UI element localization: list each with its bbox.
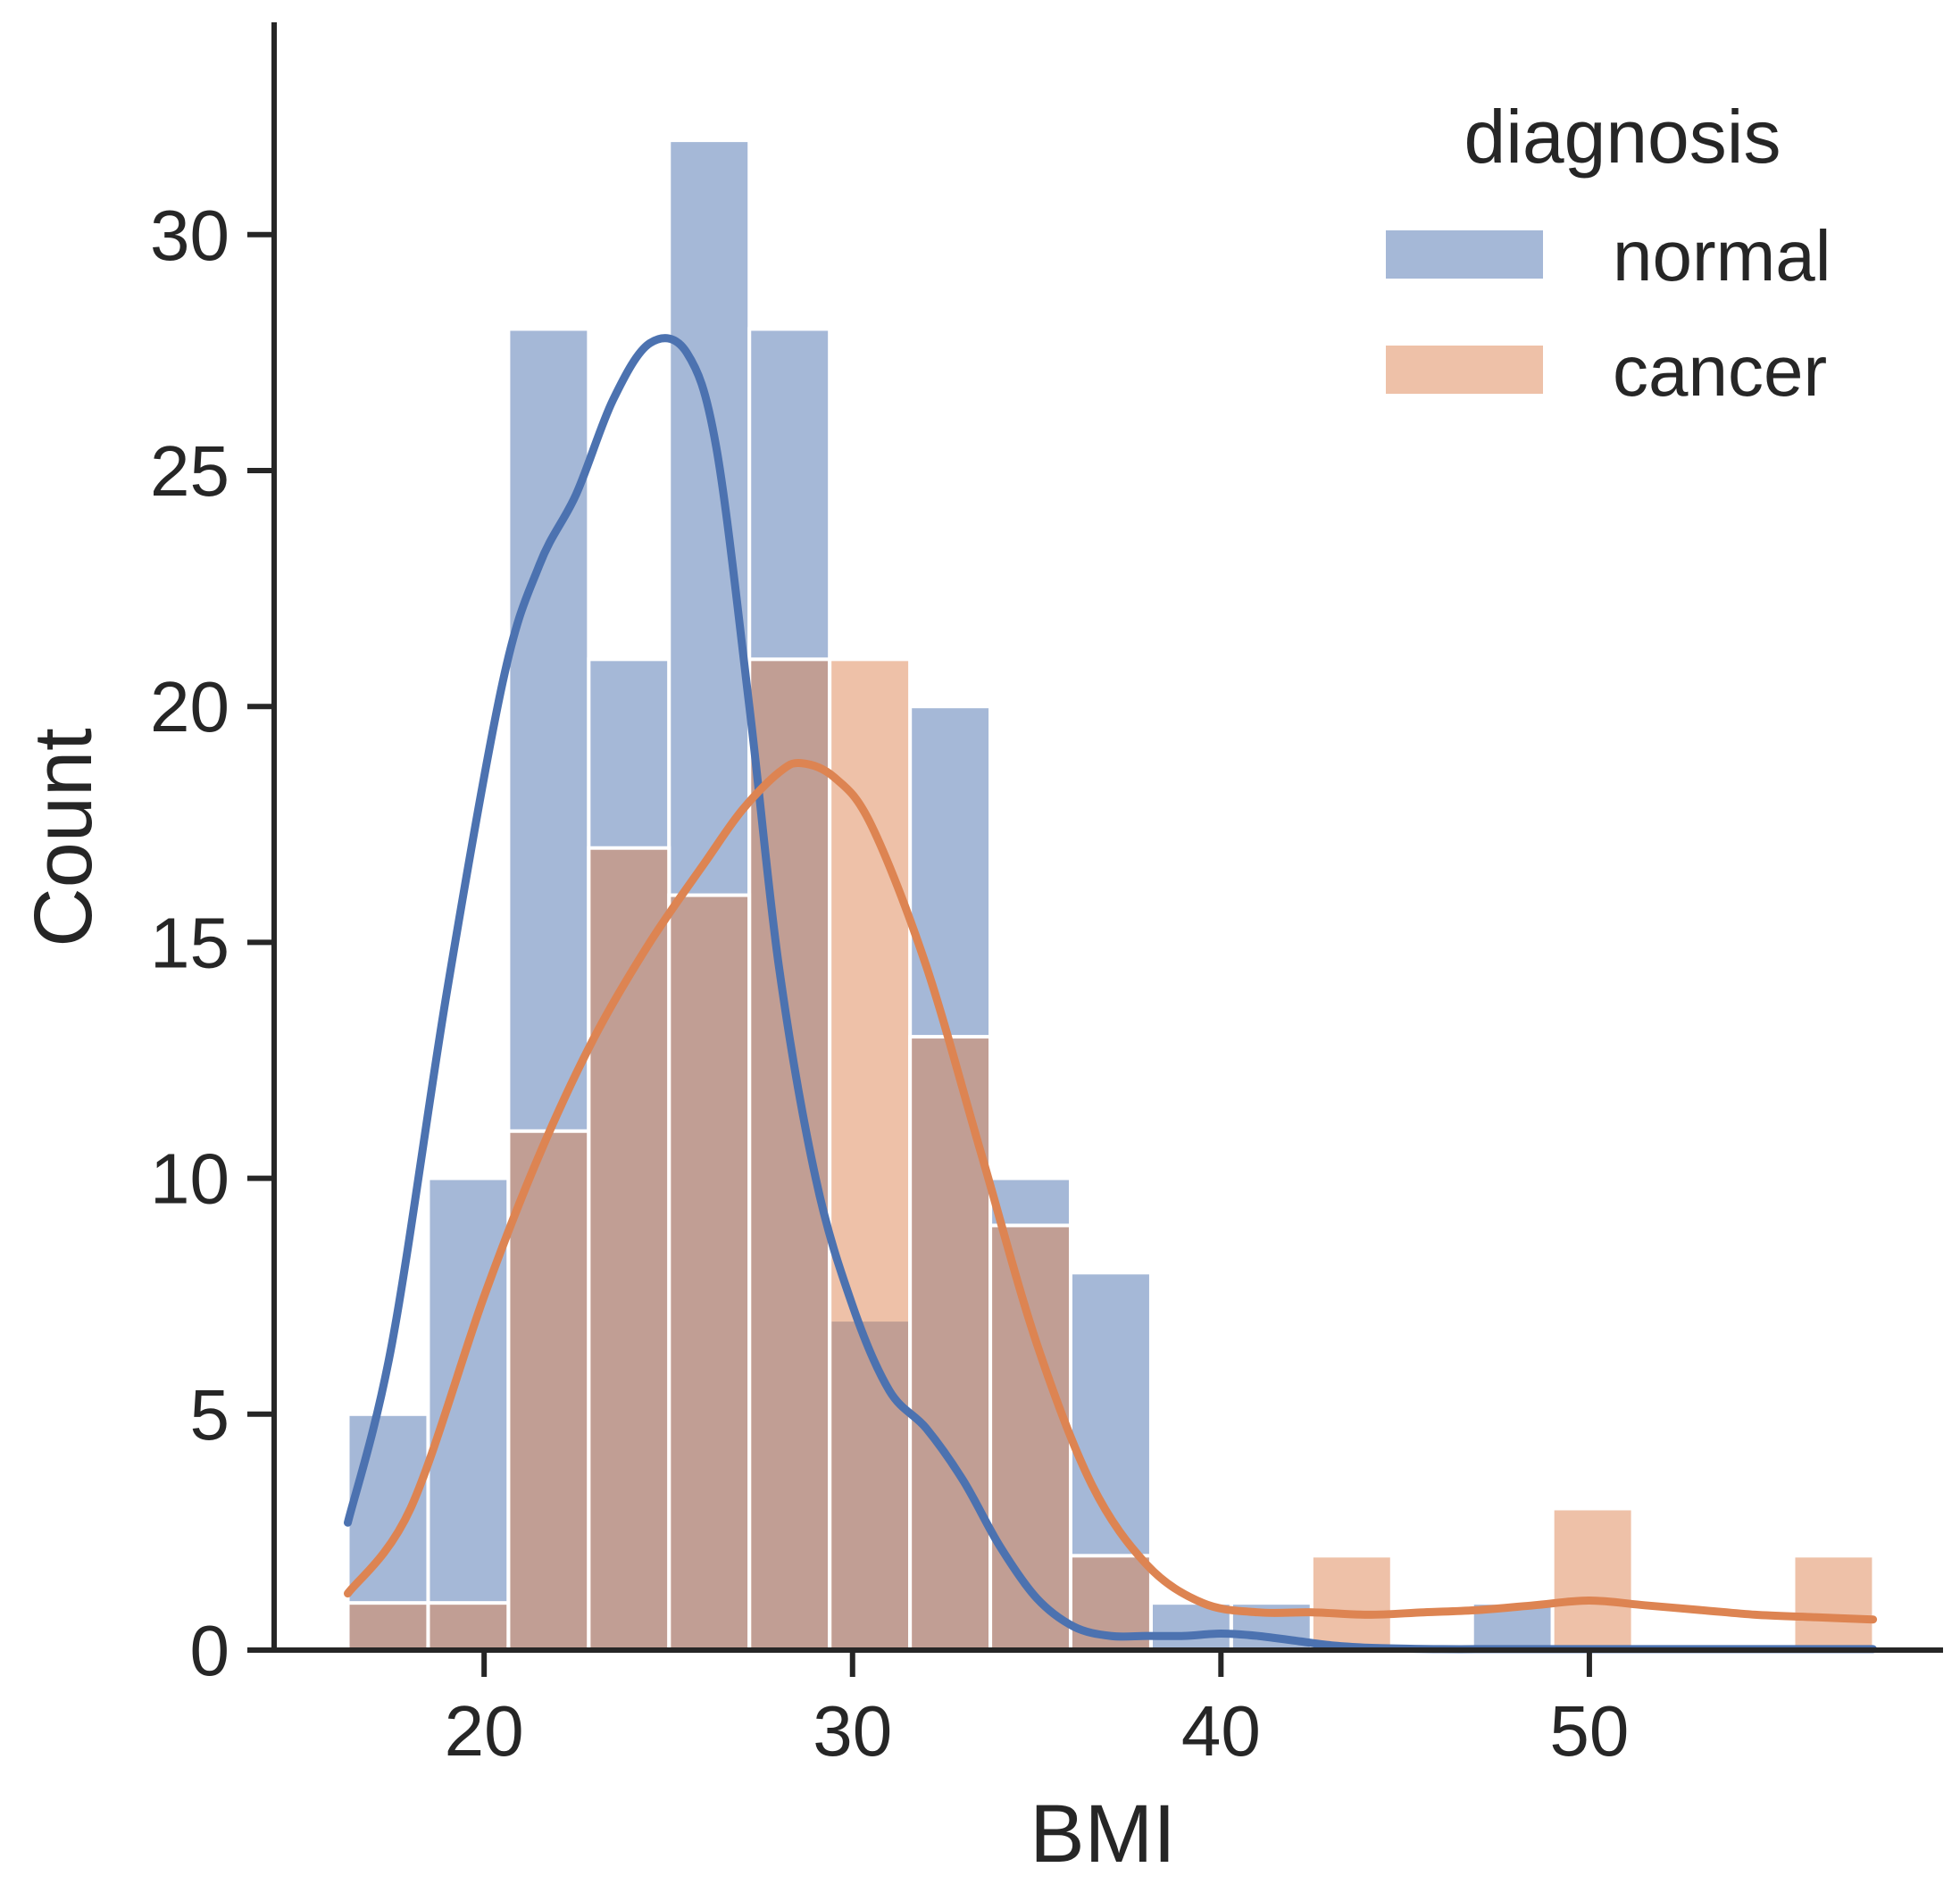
bar-cancer-15 xyxy=(1550,1506,1635,1653)
x-axis-label: BMI xyxy=(1030,1788,1176,1880)
kde-line-cancer xyxy=(344,758,1878,1624)
legend-label-normal: normal xyxy=(1613,216,1831,296)
x-tick-label-20: 20 xyxy=(445,1691,524,1771)
y-tick-label-0: 0 xyxy=(190,1611,230,1690)
bar-cancer-0 xyxy=(346,1601,430,1653)
bar-cancer-7 xyxy=(908,1035,993,1653)
x-tick-label-30: 30 xyxy=(813,1691,892,1771)
y-tick-label-25: 25 xyxy=(150,431,229,511)
y-tick-label-20: 20 xyxy=(150,667,229,746)
y-axis-label: Count xyxy=(18,728,109,947)
bar-cancer-3 xyxy=(587,846,671,1652)
y-tick-label-30: 30 xyxy=(150,196,229,275)
bar-cancer-1 xyxy=(426,1601,511,1653)
bar-cancer-12 xyxy=(1309,1554,1394,1653)
legend-swatch-cancer xyxy=(1386,346,1543,394)
legend-label-cancer: cancer xyxy=(1613,331,1827,411)
bar-cancer-6 xyxy=(828,657,913,1653)
legend-title: diagnosis xyxy=(1464,95,1781,179)
bar-normal-1 xyxy=(426,1176,511,1653)
bar-cancer-8 xyxy=(988,1223,1073,1653)
y-tick-label-5: 5 xyxy=(190,1375,230,1455)
x-tick-label-50: 50 xyxy=(1549,1691,1629,1771)
legend: diagnosis normal cancer xyxy=(1386,95,1831,411)
y-tick-label-10: 10 xyxy=(150,1139,229,1219)
y-axis-ticks: 0 5 10 15 20 25 30 xyxy=(150,196,274,1690)
x-tick-label-40: 40 xyxy=(1181,1691,1261,1771)
y-tick-label-15: 15 xyxy=(150,903,229,982)
legend-swatch-normal xyxy=(1386,230,1543,279)
x-axis-ticks: 20 30 40 50 xyxy=(445,1650,1629,1771)
bar-cancer-4 xyxy=(667,893,752,1652)
bar-cancer-2 xyxy=(506,1129,591,1653)
bar-cancer-18 xyxy=(1791,1554,1876,1653)
